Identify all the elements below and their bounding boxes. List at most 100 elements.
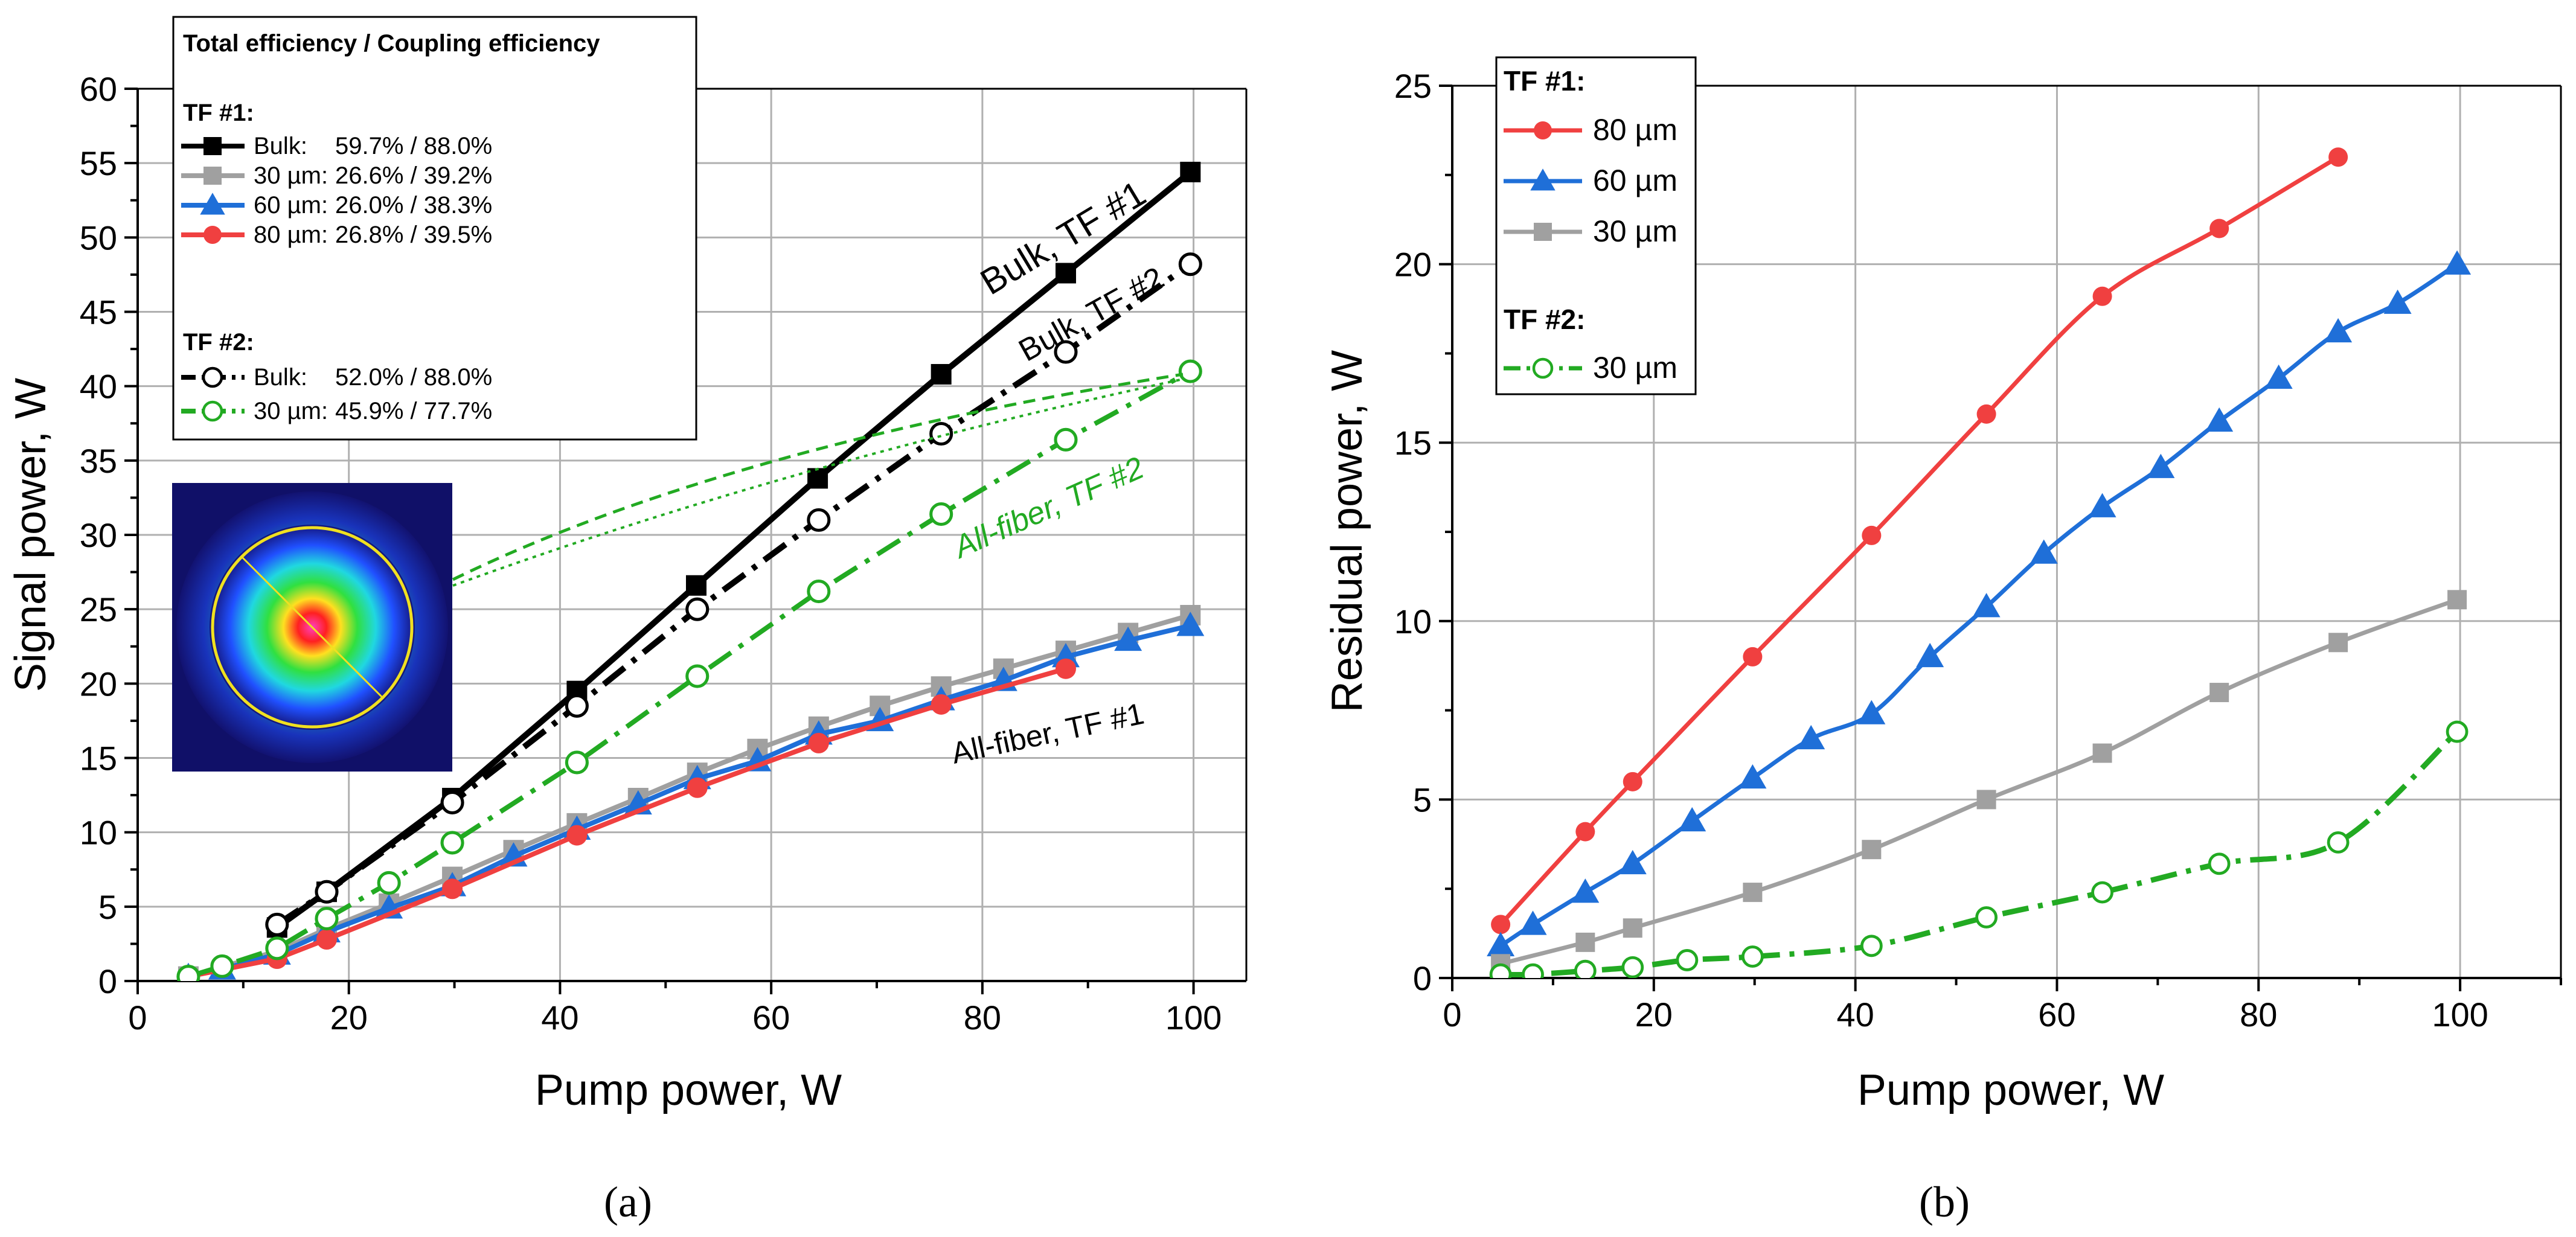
legend-a-entry-value: 26.6% / 39.2% bbox=[335, 162, 492, 189]
y-tick-label: 0 bbox=[1413, 959, 1432, 997]
inset-axis-line bbox=[240, 555, 384, 699]
legend-b-entry-name: 80 µm bbox=[1593, 113, 1677, 147]
data-point-r_tf1_30 bbox=[1623, 918, 1642, 938]
panel-a-x-axis-title: Pump power, W bbox=[535, 1066, 842, 1114]
panel-a: 0 20 40 60 80 100 0 5 10 15 20 25 30 35 40 45 50 55 60 Bul… bbox=[7, 16, 1248, 1226]
data-point-tf2_bulk bbox=[929, 421, 953, 446]
data-point-tf2_30 bbox=[377, 871, 401, 895]
data-point-r_tf1_30 bbox=[2209, 683, 2229, 703]
data-point-tf1_80 bbox=[808, 732, 829, 753]
inset-fit-circle bbox=[211, 526, 414, 729]
data-point-r_tf1_60 bbox=[1797, 724, 1825, 750]
x-tick-label: 0 bbox=[1443, 996, 1461, 1034]
data-point-tf2_30 bbox=[176, 965, 200, 981]
legend-b-marker-r_tf1_80 bbox=[1534, 121, 1552, 139]
legend-a-entries: Bulk: 59.7% / 88.0% 30 µm: 26.6% / 39.2% 60 … bbox=[181, 133, 492, 424]
data-point-tf2_bulk bbox=[315, 880, 339, 904]
data-point-r_tf1_60 bbox=[2324, 318, 2353, 343]
legend-a-marker-tf1_30 bbox=[203, 167, 222, 185]
data-point-tf2_bulk bbox=[1178, 252, 1202, 276]
data-point-tf2_30 bbox=[1054, 427, 1078, 452]
y-tick-label: 5 bbox=[98, 888, 117, 926]
x-tick-label: 40 bbox=[1836, 996, 1874, 1034]
data-point-r_tf2_30 bbox=[1741, 945, 1764, 968]
panel-b-caption: (b) bbox=[1919, 1178, 1970, 1226]
data-point-r_tf2_30 bbox=[1860, 935, 1883, 957]
data-point-r_tf1_80 bbox=[1491, 915, 1511, 935]
x-tick-label: 60 bbox=[2038, 996, 2075, 1034]
panel-a-caption: (a) bbox=[604, 1178, 652, 1226]
data-point-r_tf1_60 bbox=[2264, 364, 2293, 389]
data-point-r_tf1_80 bbox=[1575, 822, 1595, 842]
data-point-r_tf1_60 bbox=[1678, 807, 1706, 832]
data-point-tf1_bulk bbox=[1055, 263, 1076, 284]
data-point-r_tf1_60 bbox=[2088, 493, 2116, 517]
legend-b-group-tf2: TF #2: bbox=[1504, 304, 1585, 335]
data-point-r_tf1_80 bbox=[1743, 647, 1763, 666]
legend-b-entry-name: 30 µm bbox=[1593, 351, 1677, 385]
annotation-allfiber-tf1: All-fiber, TF #1 bbox=[949, 697, 1147, 770]
x-tick-label: 20 bbox=[330, 999, 368, 1037]
inset-pointer-line-2 bbox=[452, 378, 1184, 587]
data-point-r_tf1_60 bbox=[1972, 593, 2001, 618]
data-point-r_tf1_60 bbox=[1618, 849, 1647, 875]
panel-b-legend: TF #1: TF #2: 80 µm 60 µm 30 µm 30 µm bbox=[1495, 56, 1697, 395]
data-point-r_tf1_60 bbox=[1738, 764, 1767, 789]
data-point-r_tf2_30 bbox=[2446, 720, 2469, 743]
data-point-tf2_30 bbox=[807, 580, 831, 604]
x-tick-label: 100 bbox=[1165, 999, 1222, 1037]
legend-b-group-tf1: TF #1: bbox=[1504, 65, 1585, 97]
data-point-r_tf1_30 bbox=[2447, 590, 2467, 610]
y-tick-label: 20 bbox=[80, 665, 117, 703]
y-tick-label: 10 bbox=[80, 814, 117, 852]
legend-a-entry-value: 45.9% / 77.7% bbox=[335, 398, 492, 424]
legend-b-marker-r_tf1_30 bbox=[1534, 223, 1552, 241]
y-tick-label: 45 bbox=[80, 293, 117, 331]
data-point-r_tf1_30 bbox=[1743, 883, 1763, 903]
data-point-r_tf1_60 bbox=[1571, 878, 1600, 903]
legend-b-marker-r_tf2_30 bbox=[1532, 357, 1554, 379]
series-line-tf2_30 bbox=[187, 369, 1192, 979]
series-tf2_30 bbox=[176, 359, 1202, 981]
data-point-tf2_30 bbox=[1178, 359, 1202, 383]
data-point-tf2_30 bbox=[685, 664, 710, 688]
y-tick-label: 0 bbox=[98, 962, 117, 1000]
y-tick-label: 5 bbox=[1413, 781, 1432, 819]
data-point-tf1_60 bbox=[1114, 626, 1142, 651]
data-point-tf2_30 bbox=[265, 936, 289, 961]
legend-b-frame bbox=[1495, 56, 1697, 395]
data-point-tf1_bulk bbox=[807, 468, 828, 489]
data-point-tf2_bulk bbox=[440, 790, 464, 814]
series-r_tf1_60 bbox=[1487, 250, 2472, 957]
data-point-r_tf1_80 bbox=[2209, 219, 2229, 238]
panel-a-y-axis-title: Signal power, W bbox=[7, 378, 55, 692]
annotation-allfiber-tf2: All-fiber, TF #2 bbox=[947, 450, 1149, 566]
y-tick-label: 35 bbox=[80, 442, 117, 480]
data-point-tf2_30 bbox=[315, 906, 339, 931]
data-point-tf1_80 bbox=[931, 694, 952, 715]
beam-profile-inset bbox=[172, 483, 452, 772]
data-point-r_tf1_30 bbox=[1575, 932, 1595, 952]
panel-b-x-axis-title: Pump power, W bbox=[1857, 1066, 2164, 1114]
data-point-r_tf1_60 bbox=[1857, 700, 1886, 724]
series-tf2_bulk bbox=[265, 252, 1202, 936]
data-point-r_tf2_30 bbox=[1676, 949, 1699, 971]
data-point-r_tf1_60 bbox=[2147, 453, 2175, 478]
data-point-r_tf1_80 bbox=[2092, 286, 2112, 306]
data-point-r_tf1_80 bbox=[2328, 147, 2348, 167]
data-point-r_tf1_80 bbox=[1623, 772, 1642, 791]
data-point-tf2_bulk bbox=[1054, 340, 1078, 364]
inset-pointer-line-1 bbox=[452, 372, 1184, 581]
legend-b-entry-name: 60 µm bbox=[1593, 164, 1677, 197]
y-tick-label: 50 bbox=[80, 219, 117, 257]
data-point-r_tf1_60 bbox=[1916, 642, 1944, 668]
data-point-r_tf2_30 bbox=[1574, 959, 1597, 978]
legend-a-marker-tf1_bulk bbox=[203, 137, 222, 155]
data-point-r_tf1_60 bbox=[1519, 910, 1547, 935]
series-r_tf2_30 bbox=[1489, 720, 2469, 978]
data-point-r_tf1_30 bbox=[1976, 790, 1996, 810]
legend-a-entry-name: 30 µm: bbox=[254, 162, 328, 189]
legend-b-marker-r_tf1_60 bbox=[1530, 168, 1556, 191]
y-tick-label: 15 bbox=[80, 740, 117, 778]
data-point-tf2_bulk bbox=[565, 694, 589, 718]
